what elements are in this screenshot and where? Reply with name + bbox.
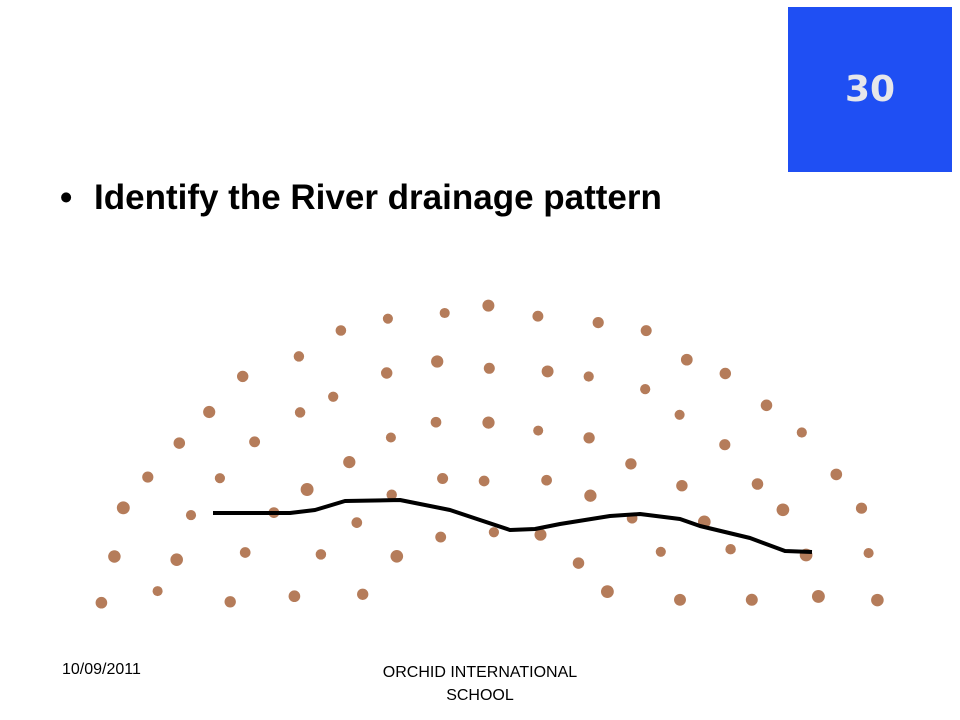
contour-dot [796,427,807,438]
contour-dot [173,437,186,449]
contour-dot [108,550,121,563]
contour-dot [335,325,347,336]
contour-dot [534,528,547,541]
bullet-item: • Identify the River drainage pattern [60,178,662,217]
contour-dot [584,489,597,502]
contour-dot [152,586,163,597]
contour-dot [351,517,363,528]
contour-dot [541,365,554,378]
footer-date: 10/09/2011 [62,661,141,678]
contour-dot [680,353,693,366]
contour-dot [830,468,843,481]
bullet-text: Identify the River drainage pattern [94,178,662,217]
contour-dot [863,548,874,559]
contour-dot [488,527,500,538]
contour-dot [572,557,585,569]
contour-dot [116,501,130,515]
contour-dot [776,503,790,517]
contour-dot [583,371,594,382]
contour-dot [142,471,154,483]
contour-dot [676,479,688,492]
contour-dot [435,531,447,543]
contour-dot [811,589,825,603]
contour-dot [541,474,552,486]
contour-dot [725,543,736,555]
contour-dot [751,478,764,490]
contour-dot [437,472,449,485]
contour-dot [760,399,773,412]
contour-dot [871,593,884,607]
contour-dot [380,367,393,379]
contour-dot [328,391,339,402]
contour-dot [483,362,495,374]
contour-dot [382,313,393,324]
contour-dot [482,416,495,429]
contour-dot [185,510,197,521]
contour-dot [674,409,685,420]
river [213,498,813,554]
contour-dot [357,588,369,600]
contour-dot [719,367,732,380]
contour-dot [170,553,183,566]
contour-dot [482,299,495,312]
contour-dot [236,370,249,383]
contour-dot [478,475,490,487]
badge-number: 30 [844,69,896,110]
contour-dot [655,546,666,557]
contour-dot [214,473,225,484]
contour-dot [386,489,397,500]
contour-dot [583,432,595,444]
contour-dot [625,458,637,470]
contour-dot [532,310,544,322]
contour-dot [439,307,450,319]
contour-dot [430,416,442,428]
contour-dot [95,596,108,609]
contour-dot [640,383,651,395]
contour-dot [294,407,306,418]
contour-dot [533,425,544,436]
contour-dot [745,593,758,606]
contour-dot [390,549,404,563]
footer-school: ORCHID INTERNATIONAL SCHOOL [382,664,578,704]
contour-dot [249,436,261,448]
contour-dot [239,547,251,558]
contour-dot [343,455,356,469]
contour-dot [600,585,614,599]
contour-dot [203,405,216,419]
contour-dot [224,596,236,608]
contour-dot [674,593,686,606]
contour-dot [431,355,444,368]
contour-dot [315,549,327,560]
contour-dot [293,351,305,362]
contour-dot [640,325,652,337]
contour-dot [288,590,301,603]
contour-dot [855,502,868,514]
contour-dot [592,317,604,329]
contour-dot [385,432,396,443]
contour-dot [719,439,731,451]
timer-badge: 30 [788,7,952,172]
contour-dot [300,483,314,496]
